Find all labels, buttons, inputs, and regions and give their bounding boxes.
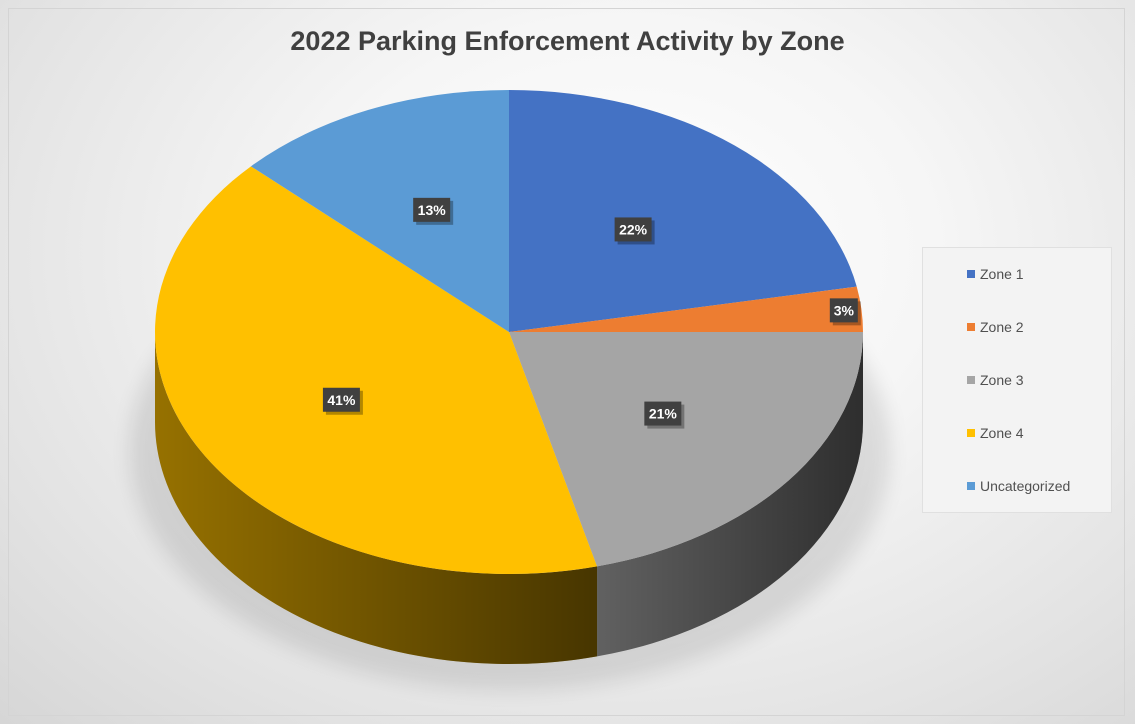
- pie-slice-uncategorized[interactable]: [250, 90, 509, 332]
- legend-item-zone-4[interactable]: Zone 4: [967, 423, 1024, 443]
- svg-text:21%: 21%: [649, 406, 678, 422]
- pie-slice-zone-1[interactable]: [509, 90, 857, 332]
- legend-label: Zone 2: [980, 319, 1024, 335]
- legend-swatch: [967, 323, 975, 331]
- pie-slice-zone-2[interactable]: [509, 286, 863, 332]
- legend-label: Zone 4: [980, 425, 1024, 441]
- legend-label: Zone 3: [980, 372, 1024, 388]
- svg-text:41%: 41%: [327, 392, 356, 408]
- legend-item-zone-1[interactable]: Zone 1: [967, 264, 1024, 284]
- legend-swatch: [967, 429, 975, 437]
- legend: Zone 1 Zone 2 Zone 3 Zone 4 Uncategorized: [922, 247, 1112, 513]
- pie-data-labels: 22% 3% 21% 41% 13%: [322, 197, 861, 429]
- legend-item-zone-3[interactable]: Zone 3: [967, 370, 1024, 390]
- chart-title: 2022 Parking Enforcement Activity by Zon…: [290, 26, 845, 56]
- pie-side-shading-zone-4: [155, 332, 598, 664]
- data-label-zone-2: 3%: [829, 298, 861, 326]
- legend-swatch: [967, 482, 975, 490]
- pie-side-shading-zone-3: [597, 332, 863, 657]
- svg-text:13%: 13%: [418, 202, 447, 218]
- legend-label: Zone 1: [980, 266, 1024, 282]
- legend-item-uncategorized[interactable]: Uncategorized: [967, 476, 1070, 496]
- svg-text:22%: 22%: [619, 221, 648, 237]
- data-label-zone-3: 21%: [644, 401, 685, 429]
- legend-item-zone-2[interactable]: Zone 2: [967, 317, 1024, 337]
- data-label-zone-1: 22%: [614, 217, 655, 245]
- pie-slice-zone-4[interactable]: [155, 166, 598, 574]
- pie-slices: [155, 90, 863, 574]
- data-label-zone-4: 41%: [322, 387, 363, 415]
- data-label-uncategorized: 13%: [413, 197, 454, 225]
- pie-sides: [155, 332, 863, 664]
- legend-swatch: [967, 376, 975, 384]
- legend-label: Uncategorized: [980, 478, 1071, 494]
- pie-slice-zone-3[interactable]: [509, 332, 863, 567]
- svg-text:3%: 3%: [834, 302, 855, 318]
- legend-swatch: [967, 270, 975, 278]
